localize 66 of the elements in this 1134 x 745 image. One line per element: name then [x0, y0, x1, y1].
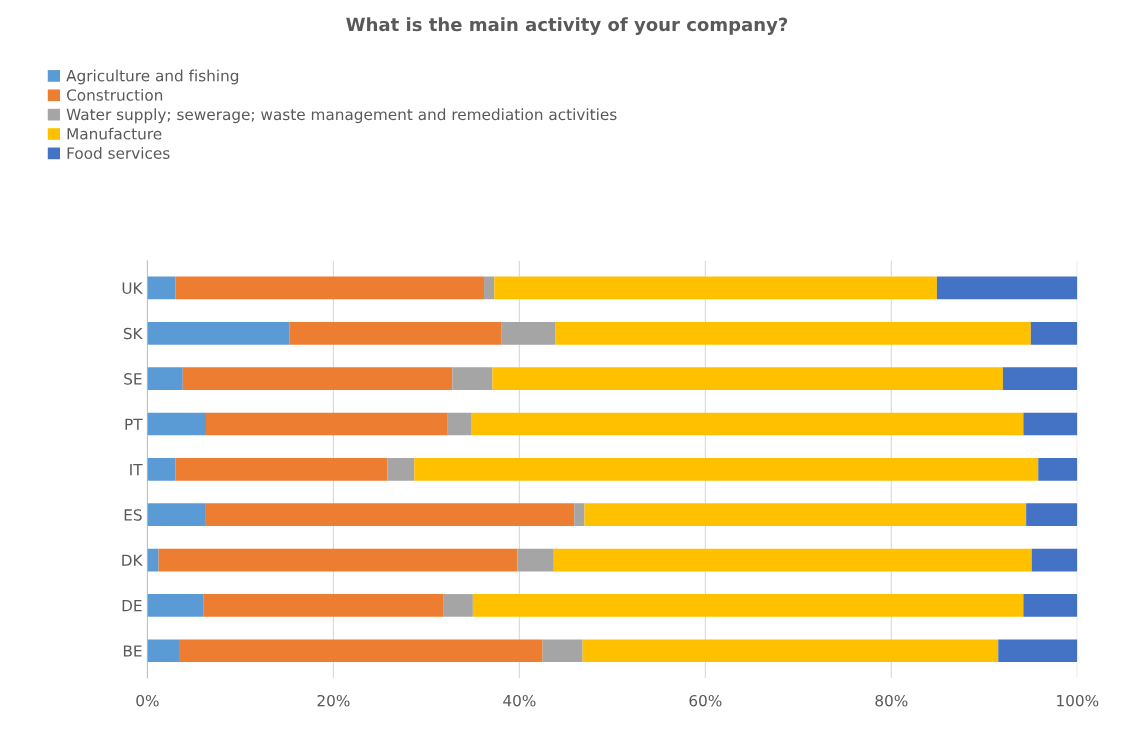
legend-label: Food services: [67, 147, 170, 159]
bar: [1023, 412, 1078, 436]
x-tick-label: 20%: [317, 694, 350, 707]
bar: [471, 412, 1024, 436]
bar: [147, 276, 176, 300]
bar: [147, 412, 206, 436]
bar: [147, 367, 183, 390]
legend-label: Water supply; sewerage; waste management and remediation activities: [66, 108, 617, 124]
y-tick-label: UK: [122, 282, 143, 294]
x-tick-label: 100%: [1057, 694, 1099, 707]
bar: [447, 412, 472, 436]
bar: [582, 639, 999, 663]
y-tick-label: SK: [123, 327, 143, 340]
bar: [147, 548, 159, 572]
bar: [387, 458, 415, 481]
bar: [443, 594, 473, 617]
bar: [501, 321, 556, 345]
x-tick-label: 40%: [503, 694, 536, 707]
bar: [452, 367, 493, 390]
x-tick-label: 80%: [875, 694, 908, 707]
bar: [574, 503, 585, 527]
bar: [584, 503, 1027, 527]
y-tick-label: DK: [122, 554, 143, 566]
chart-title: What is the main activity of your company?: [346, 17, 788, 35]
bar: [998, 639, 1078, 663]
bar: [175, 276, 485, 300]
bar: [542, 639, 583, 663]
bar: [494, 276, 937, 300]
bar: [289, 321, 502, 345]
bar: [936, 276, 1078, 300]
bar: [147, 458, 176, 481]
legend-label: Manufacture: [67, 127, 162, 140]
bar: [182, 367, 453, 390]
y-tick-label: IT: [130, 464, 143, 476]
bar: [1026, 503, 1078, 527]
bar: [1031, 548, 1078, 572]
bar: [179, 639, 543, 663]
bar: [147, 321, 290, 345]
bar: [1038, 458, 1078, 481]
bar: [147, 503, 206, 527]
bar: [147, 594, 204, 617]
bar: [555, 321, 1031, 345]
y-tick-label: BE: [123, 645, 142, 657]
bar: [517, 548, 554, 572]
legend-label: Agriculture and fishing: [66, 69, 239, 85]
bar: [472, 594, 1024, 617]
x-tick-label: 0%: [136, 694, 159, 707]
bar: [1030, 321, 1078, 345]
bar: [484, 276, 495, 300]
y-tick-label: DE: [122, 600, 142, 612]
y-tick-label: ES: [124, 509, 142, 521]
bar: [414, 458, 1039, 481]
bar: [175, 458, 388, 481]
legend-label: Construction: [66, 88, 163, 101]
bar: [147, 639, 180, 663]
bar: [553, 548, 1032, 572]
bar: [205, 503, 575, 527]
bar: [203, 594, 444, 617]
bar: [1002, 367, 1078, 390]
x-tick-label: 60%: [689, 694, 722, 707]
bar: [158, 548, 518, 572]
y-tick-label: PT: [125, 418, 143, 430]
bar: [1023, 594, 1078, 617]
bar: [492, 367, 1003, 390]
y-tick-label: SE: [124, 373, 142, 385]
bar: [206, 412, 448, 436]
